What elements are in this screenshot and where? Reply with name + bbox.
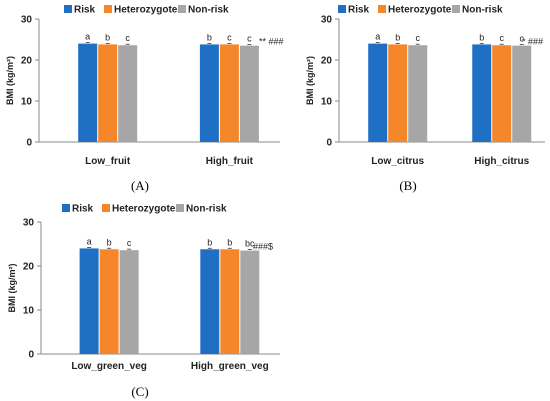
x-tick-label: Low_green_veg (71, 361, 147, 372)
bar-non-risk-high_citrus (512, 45, 532, 142)
x-tick-label: High_fruit (206, 156, 254, 167)
legend-label: Non-risk (188, 5, 229, 16)
y-tick-label: 10 (321, 97, 333, 108)
bar-risk-low_citrus (368, 43, 388, 142)
bar-sig-label: a (375, 32, 380, 42)
bar-non-risk-low_citrus (408, 45, 428, 142)
panel-label: (C) (131, 384, 148, 399)
significance-annotation: * ### (522, 37, 543, 47)
legend-swatch-heterozygotes (104, 5, 112, 13)
bar-heterozygotes-low_citrus (388, 44, 408, 142)
bar-non-risk-high_fruit (239, 45, 259, 142)
y-axis-title: BMI (kg/m²) (7, 264, 17, 313)
legend-label: Non-risk (186, 204, 227, 215)
legend-swatch-risk (64, 5, 72, 13)
legend-label: Risk (72, 204, 94, 215)
bar-sig-label: c (247, 34, 252, 44)
y-axis-title: BMI (kg/m²) (305, 56, 315, 105)
legend-swatch-non-risk (452, 5, 460, 13)
bar-risk-high_fruit (199, 44, 219, 142)
legend-label: Risk (74, 5, 96, 16)
bar-sig-label: b (107, 237, 112, 247)
bar-sig-label: c (519, 34, 524, 44)
bar-risk-low_fruit (78, 43, 98, 142)
y-tick-label: 0 (26, 138, 32, 149)
bar-sig-label: c (127, 238, 132, 248)
bar-heterozygotes-high_fruit (219, 44, 239, 142)
chart-panel-2: 0 10 20 30 BMI (kg/m²) a b c Low_citrus b c c High_c… (305, 5, 545, 193)
bar-non-risk-low_green_veg (119, 250, 139, 354)
significance-annotation: ###$ (253, 242, 273, 252)
legend-swatch-risk (338, 5, 346, 13)
bar-sig-label: b (105, 32, 110, 42)
panel-label: (B) (399, 178, 416, 193)
bar-heterozygotes-high_citrus (492, 45, 512, 142)
chart-panel-1: 0 10 20 30 BMI (kg/m²) a b c Low_fruit b c c High_fr… (5, 5, 284, 194)
bar-non-risk-high_green_veg (240, 250, 260, 354)
y-tick-label: 30 (321, 15, 333, 26)
bar-sig-label: b (207, 237, 212, 247)
y-axis-title: BMI (kg/m²) (5, 56, 15, 105)
legend-swatch-non-risk (176, 204, 184, 212)
y-tick-label: 30 (23, 218, 35, 229)
bar-sig-label: b (207, 32, 212, 42)
y-tick-label: 30 (21, 15, 33, 26)
legend-label: Non-risk (462, 5, 503, 16)
bar-heterozygotes-low_fruit (98, 44, 118, 142)
x-tick-label: Low_citrus (371, 156, 424, 167)
legend-label: Heterozygotes (114, 5, 183, 16)
legend-swatch-non-risk (178, 5, 186, 13)
y-tick-label: 20 (21, 56, 33, 67)
bar-risk-high_green_veg (200, 249, 220, 354)
legend-swatch-risk (62, 204, 70, 212)
panel-label: (A) (131, 178, 149, 193)
y-tick-label: 10 (23, 306, 35, 317)
bar-heterozygotes-high_green_veg (220, 249, 240, 354)
bar-sig-label: c (415, 33, 420, 43)
bar-sig-label: a (85, 32, 90, 42)
x-tick-label: Low_fruit (85, 156, 131, 167)
y-tick-label: 20 (23, 262, 35, 273)
bar-sig-label: b (395, 32, 400, 42)
legend-swatch-heterozygotes (102, 204, 110, 212)
bar-sig-label: b (227, 237, 232, 247)
y-tick-label: 0 (326, 138, 332, 149)
significance-annotation: ** ### (259, 37, 284, 47)
bar-sig-label: b (479, 32, 484, 42)
bar-non-risk-low_fruit (118, 45, 138, 142)
x-tick-label: High_green_veg (191, 361, 269, 372)
y-tick-label: 10 (21, 97, 33, 108)
bar-sig-label: c (125, 33, 130, 43)
legend-label: Heterozygotes (112, 204, 181, 215)
y-tick-label: 20 (321, 56, 333, 67)
legend-label: Risk (348, 5, 370, 16)
bar-sig-label: a (87, 236, 92, 246)
bar-heterozygotes-low_green_veg (99, 249, 119, 354)
x-tick-label: High_citrus (474, 156, 529, 167)
bar-risk-low_green_veg (79, 248, 99, 354)
legend-swatch-heterozygotes (378, 5, 386, 13)
bar-sig-label: bc (245, 239, 255, 249)
bar-risk-high_citrus (472, 44, 492, 142)
bar-sig-label: c (227, 32, 232, 42)
y-tick-label: 0 (28, 350, 34, 361)
legend-label: Heterozygotes (388, 5, 457, 16)
bar-sig-label: c (499, 33, 504, 43)
